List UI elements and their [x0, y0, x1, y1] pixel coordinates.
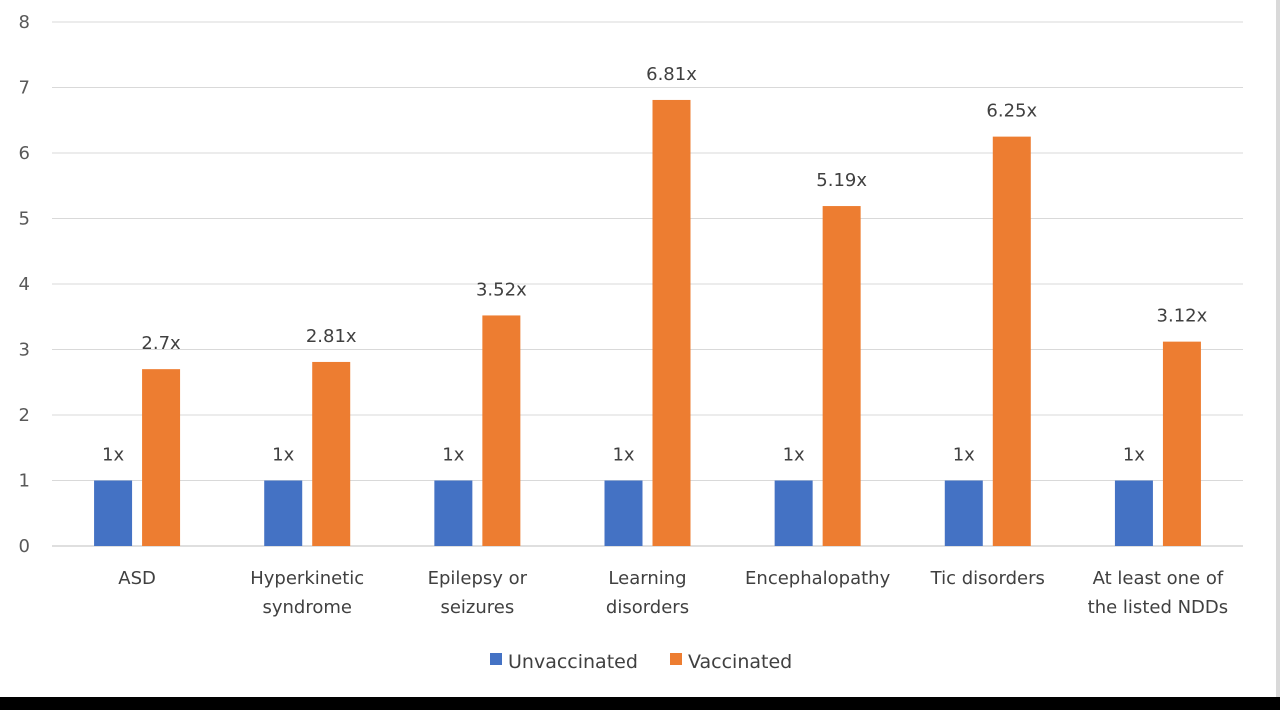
- x-category-label: Tic disorders: [930, 568, 1045, 589]
- data-label-vaccinated: 3.12x: [1157, 306, 1208, 327]
- bars: [94, 99, 1201, 546]
- bar-unvaccinated: [604, 480, 643, 546]
- bar-unvaccinated: [94, 480, 133, 546]
- data-label-unvaccinated: 1x: [442, 445, 464, 466]
- bar-vaccinated: [482, 315, 521, 546]
- y-tick-label: 2: [19, 405, 30, 426]
- bar-unvaccinated: [434, 480, 473, 546]
- x-category-label: Encephalopathy: [745, 568, 891, 589]
- bar-vaccinated: [822, 206, 861, 546]
- x-category-label: seizures: [440, 597, 514, 618]
- y-tick-label: 5: [19, 209, 30, 230]
- y-tick-label: 3: [19, 340, 30, 361]
- legend-label-unvaccinated: Unvaccinated: [508, 651, 638, 673]
- legend: Unvaccinated Vaccinated: [490, 651, 792, 673]
- data-label-unvaccinated: 1x: [953, 445, 975, 466]
- bar-chart: 0 1 2 3 4 5 6 7 8 1x 2.7x 1x 2.81x 1x 3.52x 1x 6.81x 1x 5…: [19, 12, 1243, 673]
- data-labels: 1x 2.7x 1x 2.81x 1x 3.52x 1x 6.81x 1x 5.19x 1x 6.25…: [102, 64, 1208, 466]
- data-label-unvaccinated: 1x: [102, 445, 124, 466]
- legend-label-vaccinated: Vaccinated: [688, 651, 792, 673]
- data-label-vaccinated: 6.25x: [986, 101, 1037, 122]
- y-tick-label: 0: [19, 536, 30, 557]
- x-category-label: Epilepsy or: [428, 568, 528, 589]
- data-label-vaccinated: 6.81x: [646, 64, 697, 85]
- bar-vaccinated: [652, 99, 691, 546]
- x-category-label: ASD: [118, 568, 156, 589]
- data-label-unvaccinated: 1x: [272, 445, 294, 466]
- legend-swatch-unvaccinated: [490, 653, 502, 665]
- bar-unvaccinated: [774, 480, 813, 546]
- bar-unvaccinated: [1114, 480, 1153, 546]
- x-category-label: At least one of: [1093, 568, 1224, 589]
- bar-vaccinated: [312, 361, 351, 546]
- x-category-label: syndrome: [262, 597, 352, 618]
- data-label-vaccinated: 2.81x: [306, 326, 357, 347]
- y-tick-label: 1: [19, 471, 30, 492]
- bar-unvaccinated: [264, 480, 303, 546]
- y-axis-ticks: 0 1 2 3 4 5 6 7 8: [19, 12, 30, 557]
- y-tick-label: 8: [19, 12, 30, 33]
- bar-vaccinated: [142, 369, 181, 546]
- legend-swatch-vaccinated: [670, 653, 682, 665]
- data-label-vaccinated: 2.7x: [141, 333, 181, 354]
- gridlines: [52, 21, 1243, 547]
- bar-unvaccinated: [944, 480, 983, 546]
- x-category-label: Learning: [608, 568, 686, 589]
- bar-vaccinated: [1162, 341, 1201, 546]
- x-category-label: disorders: [606, 597, 689, 618]
- data-label-vaccinated: 3.52x: [476, 279, 527, 300]
- y-tick-label: 4: [19, 274, 30, 295]
- bar-vaccinated: [992, 136, 1031, 546]
- y-tick-label: 6: [19, 143, 30, 164]
- data-label-unvaccinated: 1x: [612, 445, 634, 466]
- x-category-label: the listed NDDs: [1088, 597, 1228, 618]
- y-tick-label: 7: [19, 78, 30, 99]
- data-label-unvaccinated: 1x: [783, 445, 805, 466]
- x-category-label: Hyperkinetic: [250, 568, 364, 589]
- data-label-unvaccinated: 1x: [1123, 445, 1145, 466]
- x-axis-categories: ASD Hyperkinetic syndrome Epilepsy or seizur…: [118, 568, 1228, 618]
- data-label-vaccinated: 5.19x: [816, 170, 867, 191]
